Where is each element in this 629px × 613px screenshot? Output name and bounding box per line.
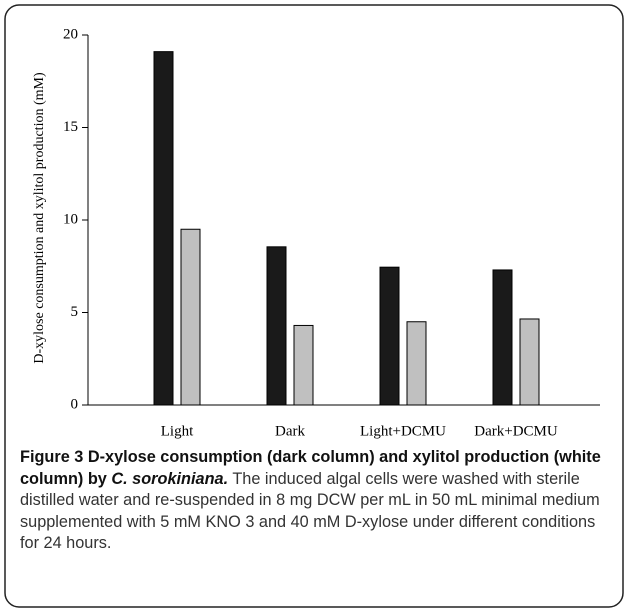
- y-tick-label: 5: [71, 304, 79, 320]
- bar: [519, 318, 540, 406]
- y-tick-label: 15: [63, 119, 78, 135]
- x-tick-label: Light: [161, 423, 194, 439]
- x-tick-label: Dark+DCMU: [474, 423, 558, 439]
- y-axis-label: D-xylose consumption and xylitol product…: [32, 72, 47, 364]
- bar: [266, 246, 287, 406]
- caption-species: C. sorokiniana.: [111, 469, 229, 488]
- bar: [379, 266, 400, 406]
- y-tick-label: 0: [71, 396, 79, 412]
- x-tick-label: Light+DCMU: [360, 423, 446, 439]
- caption-title: D-xylose consumption (dark column) and x…: [20, 448, 601, 488]
- frame: [4, 4, 624, 608]
- caption-label: Figure 3: [20, 448, 84, 466]
- y-tick-label: 10: [63, 211, 78, 227]
- y-tick-label: 20: [63, 26, 78, 42]
- bar: [153, 51, 174, 406]
- bar: [406, 321, 427, 406]
- x-tick-label: Dark: [275, 423, 305, 439]
- caption-text: The induced algal cells were washed with…: [20, 469, 600, 553]
- bar: [293, 324, 314, 406]
- bar: [180, 228, 201, 406]
- caption: Figure 3 D-xylose consumption (dark colu…: [20, 447, 615, 555]
- bar: [492, 269, 513, 406]
